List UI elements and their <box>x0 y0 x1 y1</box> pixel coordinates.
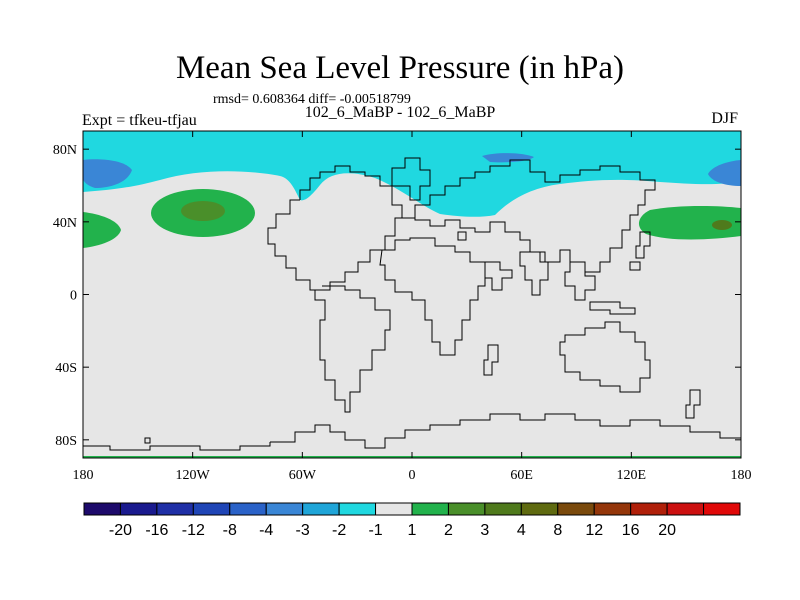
colorbar-swatch <box>411 502 449 516</box>
season-label: DJF <box>711 110 738 127</box>
x-tick-label: 180 <box>73 468 94 483</box>
colorbar-swatch <box>630 502 668 516</box>
colorbar-label: -16 <box>145 522 168 539</box>
colorbar-label: -20 <box>109 522 132 539</box>
colorbar-label: 16 <box>622 522 640 539</box>
colorbar-label: 2 <box>444 522 453 539</box>
colorbar-swatch <box>229 502 267 516</box>
colorbar-label: 1 <box>408 522 417 539</box>
plot-subtitle: 102_6_MaBP - 102_6_MaBP <box>304 104 496 121</box>
colorbar-swatch <box>338 502 377 516</box>
colorbar-label: 8 <box>553 522 562 539</box>
colorbar-swatch <box>703 502 741 516</box>
y-tick-label: 40S <box>55 361 77 376</box>
colorbar-swatch <box>593 502 632 516</box>
colorbar-swatch <box>119 502 158 516</box>
y-tick-label: 0 <box>70 289 77 304</box>
colorbar-swatch <box>302 502 340 516</box>
experiment-label: Expt = tfkeu-tfjau <box>82 112 197 129</box>
west-pacific-high-core <box>712 220 732 230</box>
colorbar-label: 3 <box>480 522 489 539</box>
north-pacific-low-east <box>708 160 741 186</box>
colorbar-swatch <box>484 502 522 516</box>
colorbar-swatch <box>156 502 194 516</box>
x-tick-label: 60E <box>510 468 533 483</box>
colorbar-swatch <box>666 502 705 516</box>
west-pacific-high-left <box>83 212 121 248</box>
x-tick-label: 60W <box>289 468 317 483</box>
colorbar-swatch <box>83 502 121 516</box>
colorbar-label: -8 <box>223 522 237 539</box>
colorbar-label: -1 <box>368 522 382 539</box>
colorbar-swatch <box>375 502 413 516</box>
colorbar-swatch <box>557 502 595 516</box>
stats-text: rmsd= 0.608364 diff= -0.00518799 <box>213 92 411 107</box>
north-pacific-low-west <box>83 159 132 188</box>
colorbar: -20 -16 -12 -8 -4 -3 -2 -1 1 2 3 4 8 12 16 20 <box>83 502 741 539</box>
map-axes: 80N 40N 0 40S 80S 180 120W 60W 0 60E 120E 180 <box>53 131 752 483</box>
colorbar-label: 20 <box>658 522 676 539</box>
colorbar-label: -2 <box>332 522 346 539</box>
north-pacific-high-core <box>181 201 225 221</box>
colorbar-label: 12 <box>585 522 603 539</box>
y-tick-label: 80S <box>55 434 77 449</box>
y-tick-label: 40N <box>53 216 77 231</box>
colorbar-swatch <box>520 502 559 516</box>
west-pacific-high-right <box>638 205 741 240</box>
coastlines <box>83 157 741 451</box>
x-tick-label: 180 <box>731 468 752 483</box>
map-panel <box>82 130 742 459</box>
x-tick-label: 120W <box>176 468 211 483</box>
colorbar-swatch <box>265 502 304 516</box>
colorbar-swatch <box>447 502 486 516</box>
plot-title: Mean Sea Level Pressure (in hPa) <box>175 50 625 86</box>
x-tick-label: 0 <box>409 468 416 483</box>
colorbar-label: -4 <box>259 522 273 539</box>
colorbar-label: 4 <box>517 522 526 539</box>
colorbar-label: -3 <box>296 522 310 539</box>
colorbar-swatch <box>192 502 231 516</box>
x-tick-label: 120E <box>617 468 647 483</box>
colorbar-label: -12 <box>182 522 205 539</box>
y-tick-label: 80N <box>53 143 77 158</box>
arctic-low-band <box>83 131 741 217</box>
